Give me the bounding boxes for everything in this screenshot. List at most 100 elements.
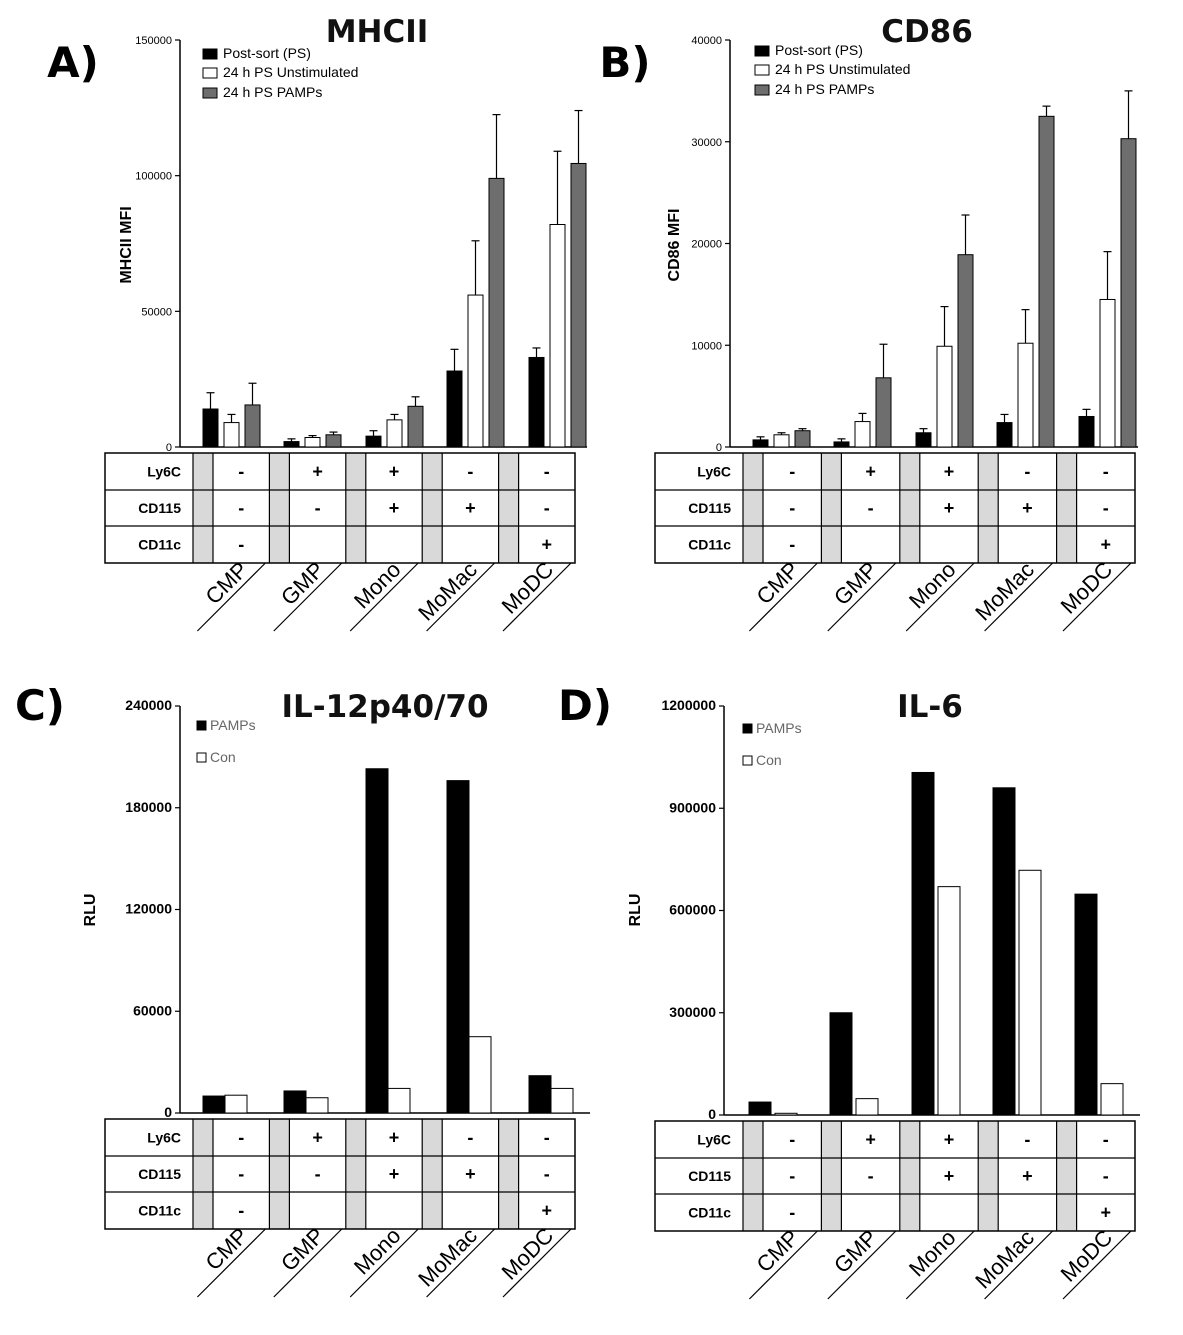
- category-underline: [196, 1228, 266, 1298]
- grey-cell: [1056, 1158, 1077, 1194]
- grey-cell: [821, 1121, 842, 1158]
- bar-Mono-1: [365, 768, 389, 1114]
- marker-symbol: +: [944, 462, 955, 482]
- category-underline: [502, 562, 572, 632]
- marker-symbol: +: [312, 462, 323, 482]
- marker-symbol: +: [1101, 1203, 1112, 1223]
- bar-GMP-1: [829, 1012, 853, 1116]
- grey-cell: [821, 490, 842, 526]
- y-tick-label: 100000: [135, 171, 172, 183]
- category-label: MoMac: [413, 557, 482, 626]
- y-tick-label: 0: [716, 442, 722, 454]
- grey-cell: [978, 526, 999, 563]
- grey-cell: [269, 526, 290, 563]
- grey-cell: [345, 1156, 366, 1192]
- marker-symbol: -: [789, 535, 795, 555]
- marker-symbol: +: [865, 1130, 876, 1150]
- bar-GMP-1: [283, 441, 300, 448]
- marker-symbol: -: [1024, 462, 1030, 482]
- marker-label: CD115: [138, 500, 181, 516]
- marker-symbol: -: [789, 462, 795, 482]
- marker-symbol: -: [238, 462, 244, 482]
- bar-MoMac-3: [1038, 115, 1055, 448]
- grey-cell: [498, 1192, 519, 1229]
- grey-cell: [498, 490, 519, 526]
- legend-entry: 24 h PS Unstimulated: [775, 61, 910, 77]
- grey-cell: [269, 1119, 290, 1156]
- panel-label: C): [15, 681, 65, 730]
- y-tick-label: 150000: [135, 35, 172, 47]
- category-underline: [748, 1230, 818, 1300]
- bar-CMP-2: [224, 1094, 248, 1114]
- grey-cell: [899, 1158, 920, 1194]
- bar-CMP-3: [244, 404, 261, 448]
- bar-CMP-3: [794, 430, 811, 448]
- marker-symbol: +: [389, 1128, 400, 1148]
- grey-cell: [899, 1194, 920, 1231]
- grey-cell: [269, 1192, 290, 1229]
- legend-swatch: [202, 48, 218, 60]
- grey-cell: [422, 526, 443, 563]
- bar-GMP-2: [854, 421, 871, 448]
- category-underline: [1062, 562, 1132, 632]
- grey-cell: [345, 453, 366, 490]
- bar-MoDC-2: [1100, 1083, 1124, 1116]
- bar-MoDC-1: [1078, 415, 1095, 448]
- y-tick-label: 120000: [125, 901, 172, 917]
- grey-cell: [1056, 490, 1077, 526]
- bar-MoDC-1: [528, 356, 545, 448]
- chart-title: CD86: [881, 14, 973, 50]
- y-axis-label: MHCII MFI: [118, 206, 135, 283]
- marker-symbol: +: [865, 462, 876, 482]
- marker-symbol: +: [542, 535, 553, 555]
- grey-cell: [422, 1119, 443, 1156]
- category-label: CMP: [751, 557, 803, 609]
- panel-label: D): [558, 681, 612, 730]
- marker-symbol: -: [789, 1203, 795, 1223]
- category-label: Mono: [349, 1223, 406, 1280]
- bar-CMP-1: [202, 1095, 226, 1114]
- bar-Mono-2: [936, 345, 953, 448]
- marker-symbol: -: [1103, 1166, 1109, 1186]
- bar-CMP-2: [773, 434, 790, 448]
- bar-MoMac-1: [996, 422, 1013, 448]
- bar-MoMac-1: [446, 370, 463, 448]
- legend-swatch: [202, 67, 218, 79]
- marker-symbol: +: [312, 1128, 323, 1148]
- y-tick-label: 0: [708, 1106, 716, 1122]
- marker-symbol: +: [944, 1166, 955, 1186]
- grey-cell: [743, 1158, 763, 1194]
- category-underline: [349, 562, 419, 632]
- grey-cell: [743, 1194, 763, 1231]
- bar-Mono-2: [387, 1087, 411, 1114]
- marker-symbol: +: [389, 462, 400, 482]
- legend-entry: Con: [756, 752, 782, 768]
- bar-MoMac-3: [488, 177, 505, 448]
- grey-cell: [1056, 1121, 1077, 1158]
- marker-symbol: +: [944, 498, 955, 518]
- marker-label: Ly6C: [697, 1132, 731, 1148]
- category-underline: [196, 562, 266, 632]
- marker-symbol: +: [389, 1164, 400, 1184]
- marker-symbol: +: [1022, 498, 1033, 518]
- bar-CMP-1: [202, 408, 219, 448]
- category-label: MoMac: [970, 557, 1039, 626]
- marker-label: CD11c: [138, 1203, 181, 1219]
- category-underline: [827, 562, 897, 632]
- grey-cell: [899, 453, 920, 490]
- marker-label: CD11c: [138, 537, 181, 553]
- y-tick-label: 30000: [691, 137, 722, 149]
- y-tick-label: 0: [166, 442, 172, 454]
- grey-cell: [821, 1194, 842, 1231]
- marker-symbol: -: [1103, 1130, 1109, 1150]
- marker-label: Ly6C: [147, 464, 181, 480]
- grey-cell: [345, 1119, 366, 1156]
- bar-GMP-1: [833, 441, 850, 448]
- marker-symbol: -: [868, 498, 874, 518]
- legend-entry: 24 h PS PAMPs: [775, 81, 874, 97]
- marker-label: CD115: [688, 500, 731, 516]
- y-tick-label: 600000: [669, 902, 716, 918]
- bar-MoMac-2: [468, 1036, 492, 1114]
- y-tick-label: 300000: [669, 1004, 716, 1020]
- y-tick-label: 50000: [141, 306, 172, 318]
